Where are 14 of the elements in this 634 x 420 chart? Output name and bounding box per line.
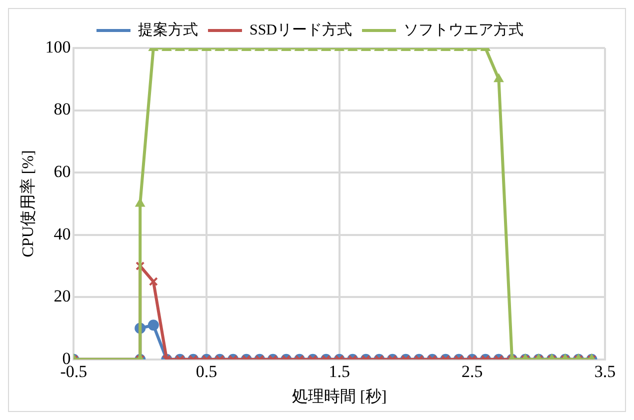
- legend-label: ソフトウエア方式: [404, 21, 524, 38]
- x-tick-label: 0.5: [196, 362, 218, 382]
- legend-label: 提案方式: [138, 21, 198, 38]
- y-axis-title: CPU使用率 [%]: [18, 150, 37, 258]
- y-tick-label: 20: [54, 286, 71, 306]
- legend-label: SSDリード方式: [249, 21, 352, 38]
- x-tick-label: 2.5: [462, 362, 483, 382]
- x-axis-title: 処理時間 [秒]: [292, 388, 387, 406]
- y-tick-label: 60: [54, 162, 71, 182]
- y-tick-label: 100: [45, 37, 71, 56]
- y-tick-label: 40: [54, 224, 71, 244]
- x-tick-label: 1.5: [328, 362, 350, 382]
- x-tick-label: 3.5: [594, 362, 616, 382]
- y-tick-label: 80: [54, 100, 71, 119]
